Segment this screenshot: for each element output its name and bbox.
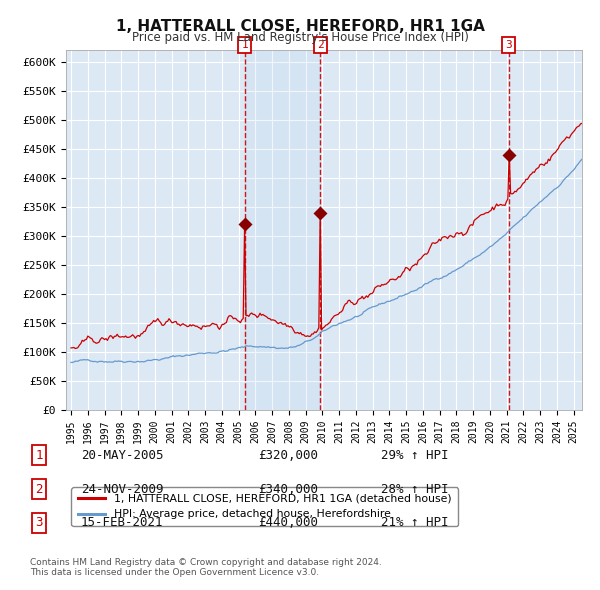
- Text: Contains HM Land Registry data © Crown copyright and database right 2024.
This d: Contains HM Land Registry data © Crown c…: [30, 558, 382, 577]
- Text: 28% ↑ HPI: 28% ↑ HPI: [381, 483, 449, 496]
- Bar: [245, 50, 320, 410]
- Text: 2: 2: [35, 483, 43, 496]
- Text: 1: 1: [242, 40, 248, 50]
- Text: 3: 3: [505, 40, 512, 50]
- Text: 1, HATTERALL CLOSE, HEREFORD, HR1 1GA: 1, HATTERALL CLOSE, HEREFORD, HR1 1GA: [116, 19, 484, 34]
- Text: 3: 3: [35, 516, 43, 529]
- Text: 1: 1: [35, 449, 43, 462]
- Text: £440,000: £440,000: [258, 516, 318, 529]
- Text: £320,000: £320,000: [258, 449, 318, 462]
- Text: 21% ↑ HPI: 21% ↑ HPI: [381, 516, 449, 529]
- Text: 2: 2: [317, 40, 324, 50]
- Text: Price paid vs. HM Land Registry's House Price Index (HPI): Price paid vs. HM Land Registry's House …: [131, 31, 469, 44]
- Text: 24-NOV-2009: 24-NOV-2009: [81, 483, 163, 496]
- Legend: 1, HATTERALL CLOSE, HEREFORD, HR1 1GA (detached house), HPI: Average price, deta: 1, HATTERALL CLOSE, HEREFORD, HR1 1GA (d…: [71, 487, 458, 526]
- Text: 15-FEB-2021: 15-FEB-2021: [81, 516, 163, 529]
- Text: 20-MAY-2005: 20-MAY-2005: [81, 449, 163, 462]
- Text: 29% ↑ HPI: 29% ↑ HPI: [381, 449, 449, 462]
- Text: £340,000: £340,000: [258, 483, 318, 496]
